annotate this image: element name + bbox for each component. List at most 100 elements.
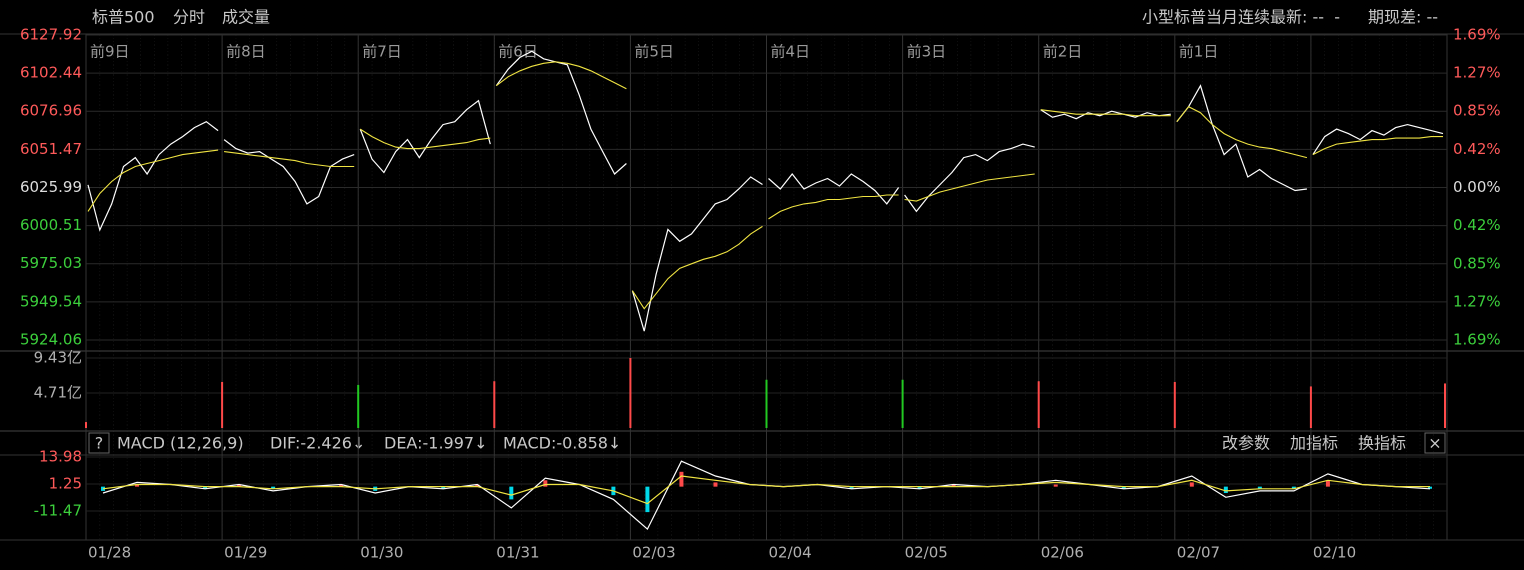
volume-bar bbox=[1309, 386, 1312, 428]
y-tick-label: 6025.99 bbox=[20, 178, 82, 196]
y-tick-label: 6127.92 bbox=[20, 26, 82, 44]
average-line bbox=[87, 149, 219, 212]
volume-bar bbox=[629, 358, 632, 428]
indicator-name: MACD (12,26,9) bbox=[117, 434, 244, 453]
macd-bar bbox=[237, 484, 242, 487]
volume-bar bbox=[357, 384, 360, 428]
price-line bbox=[904, 143, 1035, 213]
day-label: 前2日 bbox=[1043, 43, 1083, 61]
volume-bar bbox=[1173, 381, 1176, 428]
average-line bbox=[359, 128, 491, 150]
day-label: 前3日 bbox=[907, 43, 947, 61]
macd-bar bbox=[441, 486, 446, 489]
average-line bbox=[1040, 109, 1171, 117]
day-label: 前9日 bbox=[90, 43, 130, 61]
macd-bar bbox=[1291, 486, 1296, 489]
latest-label: 小型标普当月连续最新: -- - bbox=[1142, 8, 1340, 27]
price-line bbox=[359, 99, 491, 174]
volume-bar bbox=[221, 381, 224, 428]
y2-tick-label: 0.85% bbox=[1453, 101, 1501, 119]
macd-bar bbox=[1189, 482, 1194, 487]
macd-bar bbox=[475, 484, 480, 487]
dea-readout: DEA:-1.997↓ bbox=[384, 434, 487, 453]
price-line bbox=[87, 120, 219, 232]
x-tick-label: 02/03 bbox=[632, 544, 675, 562]
price-line bbox=[1176, 84, 1307, 192]
y2-tick-label: 0.42% bbox=[1453, 140, 1501, 158]
x-tick-label: 02/05 bbox=[905, 544, 948, 562]
x-tick-label: 02/04 bbox=[769, 544, 812, 562]
volume-bar bbox=[1037, 381, 1040, 428]
macd-bar bbox=[1427, 486, 1432, 489]
average-line bbox=[224, 151, 355, 168]
day-label: 前7日 bbox=[362, 43, 402, 61]
average-line bbox=[768, 194, 899, 220]
x-tick-label: 01/29 bbox=[224, 544, 267, 562]
tab[interactable]: 成交量 bbox=[222, 8, 270, 27]
day-label: 前8日 bbox=[226, 43, 266, 61]
macd-bar bbox=[951, 484, 956, 487]
y2-tick-label: 0.00% bbox=[1453, 178, 1501, 196]
x-tick-label: 02/06 bbox=[1041, 544, 1084, 562]
macd-bar bbox=[1053, 484, 1058, 487]
volume-bar bbox=[901, 379, 904, 428]
x-tick-label: 01/30 bbox=[360, 544, 403, 562]
macd-bar bbox=[339, 484, 344, 487]
day-label: 前4日 bbox=[771, 43, 811, 61]
spread-label: 期现差: -- bbox=[1368, 8, 1438, 27]
macd-bar bbox=[543, 480, 548, 487]
macd-readout: MACD:-0.858↓ bbox=[503, 434, 621, 453]
x-tick-label: 01/28 bbox=[88, 544, 131, 562]
average-line bbox=[1176, 106, 1308, 159]
y-tick-label: -11.47 bbox=[34, 501, 82, 519]
macd-bar bbox=[271, 486, 276, 489]
y-tick-label: 5949.54 bbox=[20, 292, 82, 310]
help-button-label[interactable]: ? bbox=[95, 434, 104, 453]
volume-bar bbox=[1444, 383, 1446, 428]
y-tick-label: 6102.44 bbox=[20, 64, 82, 82]
volume-bar bbox=[765, 379, 768, 428]
volume-bar bbox=[493, 381, 496, 428]
macd-bar bbox=[645, 486, 650, 513]
indicator-button[interactable]: 加指标 bbox=[1290, 434, 1338, 453]
y2-tick-label: 1.69% bbox=[1453, 26, 1501, 44]
y2-tick-label: 1.27% bbox=[1453, 293, 1501, 311]
day-label: 前6日 bbox=[498, 43, 538, 61]
indicator-button[interactable]: 改参数 bbox=[1222, 434, 1270, 453]
macd-bar bbox=[713, 482, 718, 487]
macd-bar bbox=[135, 484, 140, 487]
day-label: 前5日 bbox=[634, 43, 674, 61]
y-tick-label: 6076.96 bbox=[20, 102, 82, 120]
y-tick-label: 4.71亿 bbox=[34, 384, 82, 402]
macd-bar bbox=[1121, 486, 1126, 489]
price-line bbox=[495, 50, 627, 175]
tab[interactable]: 分时 bbox=[173, 8, 205, 27]
price-line bbox=[768, 173, 900, 205]
y-tick-label: 6051.47 bbox=[20, 140, 82, 158]
average-line bbox=[631, 225, 763, 310]
x-tick-label: 02/10 bbox=[1313, 544, 1356, 562]
chart-title: 标普500 bbox=[92, 8, 155, 27]
macd-bar bbox=[917, 486, 922, 489]
y-tick-label: 6000.51 bbox=[20, 216, 82, 234]
macd-bar bbox=[679, 471, 684, 487]
price-line bbox=[1040, 109, 1171, 120]
help-button[interactable] bbox=[88, 432, 110, 454]
macd-bar bbox=[1257, 486, 1262, 489]
close-button-label[interactable]: × bbox=[1428, 434, 1441, 453]
price-line bbox=[223, 139, 355, 205]
average-line bbox=[1312, 136, 1443, 156]
x-tick-label: 01/31 bbox=[496, 544, 539, 562]
close-button[interactable] bbox=[1424, 432, 1446, 454]
y2-tick-label: 1.27% bbox=[1453, 63, 1501, 81]
price-line bbox=[631, 176, 763, 332]
x-tick-label: 02/07 bbox=[1177, 544, 1220, 562]
y2-tick-label: 0.85% bbox=[1453, 255, 1501, 273]
indicator-button[interactable]: 换指标 bbox=[1358, 434, 1406, 453]
y2-tick-label: 0.42% bbox=[1453, 216, 1501, 234]
y-tick-label: 9.43亿 bbox=[34, 349, 82, 367]
dea-line bbox=[102, 475, 1430, 505]
macd-bar bbox=[203, 486, 208, 489]
